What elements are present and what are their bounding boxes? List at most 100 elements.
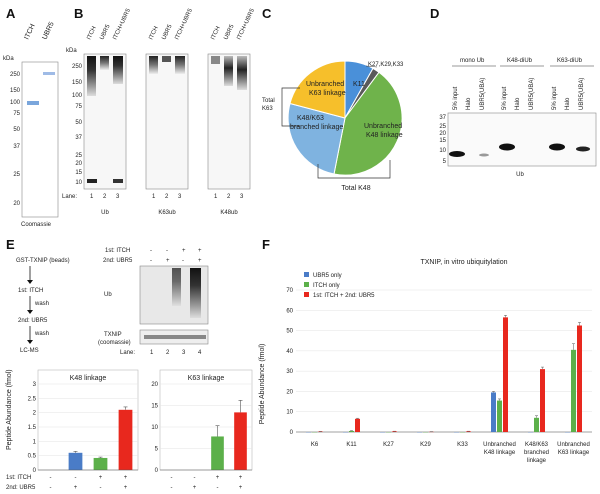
label-line-2: K48 linkage: [366, 132, 403, 139]
marker: 15: [439, 138, 446, 144]
x-sign-row1: +: [124, 475, 128, 481]
blot-caption: K63ub: [158, 210, 176, 216]
bar: [491, 392, 496, 432]
pie-label-unbranched-k48: Unbranched K48 linkage: [364, 123, 404, 139]
y-tick-label: 3: [33, 382, 37, 388]
sign: -: [150, 258, 152, 264]
smear-band: [190, 268, 201, 318]
pie-label-unbranched-k63: Unbranched K63 linkage: [306, 81, 346, 97]
y-tick-label: 1: [33, 439, 37, 445]
group-label: K48-diUb: [507, 58, 533, 64]
smear-band: [113, 56, 123, 84]
panel-a-markers: 250 150 100 75 50 37 25 20: [10, 72, 21, 207]
arrow-head: [27, 310, 33, 314]
x-sign-row1: -: [171, 475, 173, 481]
panel-a-lane-itch: ITCH: [23, 23, 36, 41]
x-tick-label: K11: [346, 442, 357, 448]
lane-number: 1: [150, 350, 154, 356]
lane-number: 2: [227, 194, 231, 200]
label-line-2: K63 linkage: [309, 90, 346, 97]
smear-band: [211, 56, 220, 64]
blot-txnip-sub: (coomassie): [98, 340, 131, 346]
f-ylabel: Peptide Abundance (fmol): [259, 344, 266, 425]
chart-title: TXNIP, in vitro ubiquitylation: [420, 259, 507, 266]
lane-number: 1: [214, 194, 218, 200]
y-tick-label: 50: [286, 329, 293, 335]
marker: 25: [439, 124, 446, 130]
lane-label: 5% input: [552, 86, 558, 110]
y-tick-label: 30: [286, 369, 293, 375]
blot-ub: ITCH UBR5 ITCH+UBR5 kDa 250 150 100 75 5…: [62, 7, 132, 216]
ubr5-band: [43, 72, 55, 75]
panel-b: B ITCH UBR5 ITCH+UBR5 kDa 250 150 100 75…: [62, 6, 256, 216]
legend-swatch: [304, 282, 309, 287]
panel-c-label: C: [262, 6, 272, 21]
lane-label: UBR5(UBA): [480, 78, 486, 110]
label-line-1: K48/K63: [297, 115, 324, 122]
lane-label: Halo: [466, 97, 472, 110]
marker: 25: [75, 153, 82, 159]
ub-band: [499, 143, 515, 151]
lane-number: 3: [182, 350, 186, 356]
arrow-head: [27, 280, 33, 284]
label-line-1: Unbranched: [306, 81, 344, 88]
x-sign-row2: -: [50, 485, 52, 491]
x-tick-label: K48 linkage: [484, 450, 516, 456]
lane-label: Halo: [515, 97, 521, 110]
sign: -: [166, 248, 168, 254]
blot-caption: K48ub: [220, 210, 238, 216]
bar: [577, 325, 582, 432]
pie-label-branched: K48/K63 branched linkage: [290, 115, 343, 131]
x-sign-row1: -: [75, 475, 77, 481]
x-tick-label: K63 linkage: [558, 450, 590, 456]
blot-frame: [145, 53, 189, 190]
mono-ub-band: [87, 179, 97, 183]
x-tick-label: Unbranched: [557, 442, 590, 448]
pie-slice-branched: [287, 102, 346, 175]
legend-label: 1st: ITCH + 2nd: UBR5: [313, 293, 375, 299]
lane-label: 5% input: [502, 86, 508, 110]
lane-number: 2: [166, 350, 170, 356]
x-tick-label: K48/K63: [525, 442, 549, 448]
x-sign-row2: +: [193, 485, 197, 491]
bar: [534, 417, 539, 432]
row1-short: 1st: ITCH: [6, 475, 31, 481]
chart-txnip-ubiquitylation: TXNIP, in vitro ubiquitylation 0 10 20 30 40 5…: [286, 259, 592, 464]
x-sign-row2: -: [171, 485, 173, 491]
bar: [349, 430, 354, 432]
blot-lane-label: UBR5: [223, 23, 235, 41]
panel-b-kda: kDa: [66, 48, 77, 54]
bar: [540, 369, 545, 432]
chart-title: K48 linkage: [70, 375, 107, 382]
x-sign-row1: +: [216, 475, 220, 481]
x-sign-row1: -: [194, 475, 196, 481]
panel-e-label: E: [6, 237, 15, 252]
row2-label: 2nd: UBR5: [103, 258, 133, 264]
panel-b-markers: 250 150 100 75 50 37 25 20 15 10: [72, 64, 83, 186]
legend-label: ITCH only: [313, 283, 340, 289]
lane-number: 2: [103, 194, 107, 200]
y-tick-label: 60: [286, 308, 293, 314]
blot-lane-label: UBR5: [99, 23, 111, 41]
y-tick-label: 15: [151, 404, 158, 410]
ub-band: [449, 151, 465, 157]
label-line-2: K63: [262, 106, 273, 112]
y-tick-label: 2.5: [28, 396, 37, 402]
chart-k48-linkage: K48 linkage 0 0.5 1 1.5 2 2.5 3 - - - + + - + +: [28, 369, 139, 491]
blot-lane-label: ITCH: [86, 26, 97, 41]
sign: -: [182, 258, 184, 264]
y-tick-label: 20: [286, 389, 293, 395]
y-tick-label: 10: [151, 425, 158, 431]
row1-label: 1st: ITCH: [105, 248, 130, 254]
mono-ub-band: [113, 179, 123, 183]
blot-k48ub: ITCH UBR5 ITCH+UBR5 1 2 3 K48ub: [207, 7, 256, 216]
label-line-1: Unbranched: [364, 123, 402, 130]
sign: +: [182, 248, 186, 254]
blot-lane-label: UBR5: [161, 23, 173, 41]
blot-k63ub: ITCH UBR5 ITCH+UBR5 1 2 3 K63ub: [145, 7, 194, 216]
workflow-step: wash: [34, 331, 49, 337]
lane-number: 3: [178, 194, 182, 200]
marker: 15: [75, 170, 82, 176]
ub-band: [576, 146, 590, 152]
